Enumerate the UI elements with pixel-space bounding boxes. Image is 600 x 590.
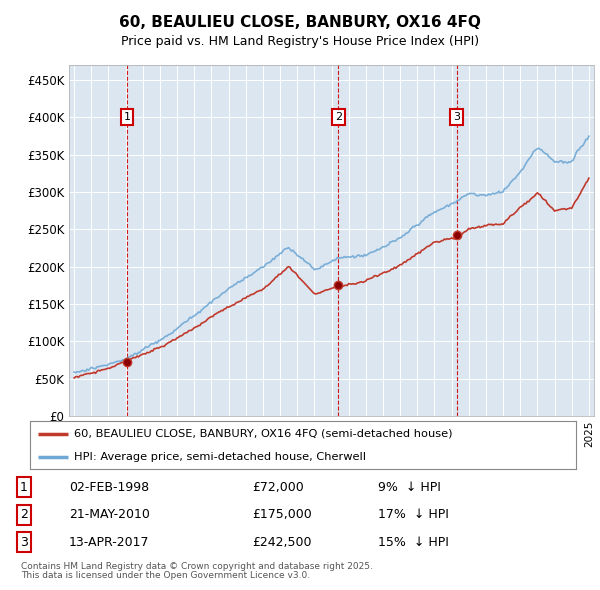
- Text: 3: 3: [453, 112, 460, 122]
- Text: 15%  ↓ HPI: 15% ↓ HPI: [378, 536, 449, 549]
- Text: 9%  ↓ HPI: 9% ↓ HPI: [378, 481, 441, 494]
- Text: 2: 2: [20, 508, 28, 522]
- Text: 02-FEB-1998: 02-FEB-1998: [69, 481, 149, 494]
- Text: £72,000: £72,000: [252, 481, 304, 494]
- Text: 1: 1: [124, 112, 131, 122]
- Text: Contains HM Land Registry data © Crown copyright and database right 2025.: Contains HM Land Registry data © Crown c…: [21, 562, 373, 571]
- Text: £242,500: £242,500: [252, 536, 311, 549]
- Text: This data is licensed under the Open Government Licence v3.0.: This data is licensed under the Open Gov…: [21, 571, 310, 579]
- Text: HPI: Average price, semi-detached house, Cherwell: HPI: Average price, semi-detached house,…: [74, 452, 365, 462]
- Text: 2: 2: [335, 112, 342, 122]
- Text: 3: 3: [20, 536, 28, 549]
- Text: Price paid vs. HM Land Registry's House Price Index (HPI): Price paid vs. HM Land Registry's House …: [121, 35, 479, 48]
- Text: 17%  ↓ HPI: 17% ↓ HPI: [378, 508, 449, 522]
- Text: 60, BEAULIEU CLOSE, BANBURY, OX16 4FQ (semi-detached house): 60, BEAULIEU CLOSE, BANBURY, OX16 4FQ (s…: [74, 429, 452, 439]
- Text: 21-MAY-2010: 21-MAY-2010: [69, 508, 150, 522]
- Text: 13-APR-2017: 13-APR-2017: [69, 536, 149, 549]
- Text: £175,000: £175,000: [252, 508, 312, 522]
- Text: 60, BEAULIEU CLOSE, BANBURY, OX16 4FQ: 60, BEAULIEU CLOSE, BANBURY, OX16 4FQ: [119, 15, 481, 30]
- Text: 1: 1: [20, 481, 28, 494]
